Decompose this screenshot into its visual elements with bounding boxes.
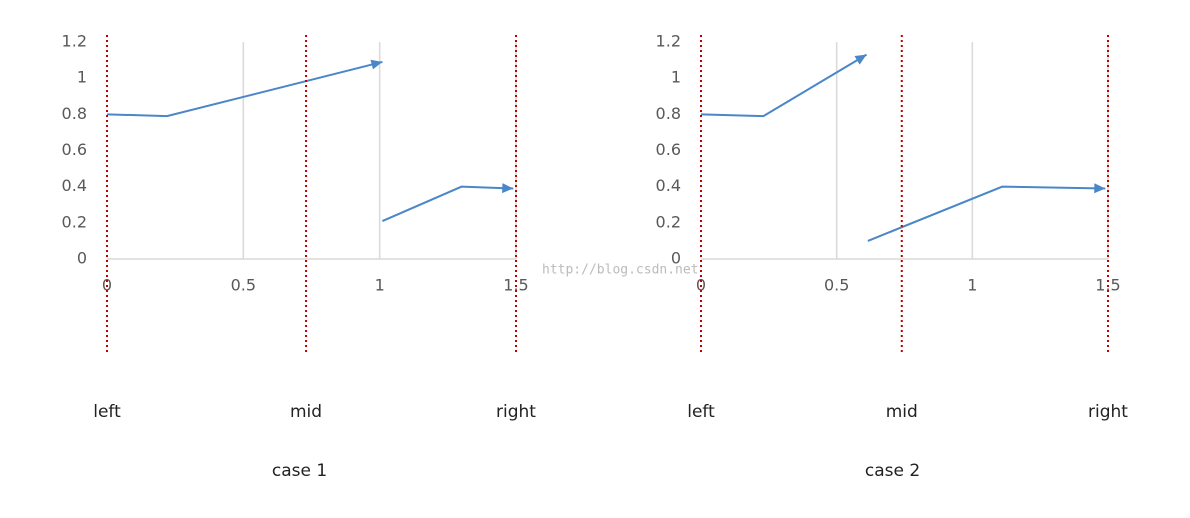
y-tick-label: 0.8 (656, 104, 681, 123)
y-tick-label: 1.2 (656, 32, 681, 51)
y-tick-label: 0.6 (62, 140, 87, 159)
y-tick-label: 0.4 (62, 176, 87, 195)
marker-label: mid (290, 402, 322, 422)
marker-label: left (687, 402, 715, 422)
line (700, 53, 868, 118)
y-tick-label: 0.8 (62, 104, 87, 123)
x-tick-label: 1 (967, 276, 977, 295)
caption: case 1 (272, 461, 327, 481)
y-tick-label: 0.4 (656, 176, 681, 195)
line (867, 185, 1106, 242)
marker-label: left (93, 402, 121, 422)
marker-label: mid (886, 402, 918, 422)
y-tick-label: 1.2 (62, 32, 87, 51)
x-tick-label: 0.5 (231, 276, 256, 295)
y-tick-label: 1 (77, 68, 87, 87)
marker-label: right (1088, 402, 1128, 422)
x-tick-label: 0.5 (824, 276, 849, 295)
y-tick-label: 0.2 (62, 212, 87, 231)
arrow-head (1094, 183, 1106, 194)
line (106, 60, 383, 118)
y-tick-label: 0.6 (656, 140, 681, 159)
y-tick-label: 0 (77, 249, 87, 268)
caption: case 2 (865, 461, 920, 481)
arrow-head (854, 54, 867, 65)
x-tick-label: 1 (375, 276, 385, 295)
arrow-head (502, 183, 514, 194)
watermark: http://blog.csdn.net (542, 263, 699, 278)
y-tick-label: 0.2 (656, 212, 681, 231)
marker-label: right (496, 402, 536, 422)
line (381, 185, 514, 222)
arrow-head (370, 59, 383, 70)
y-tick-label: 1 (671, 68, 681, 87)
y-tick-label: 0 (671, 249, 681, 268)
